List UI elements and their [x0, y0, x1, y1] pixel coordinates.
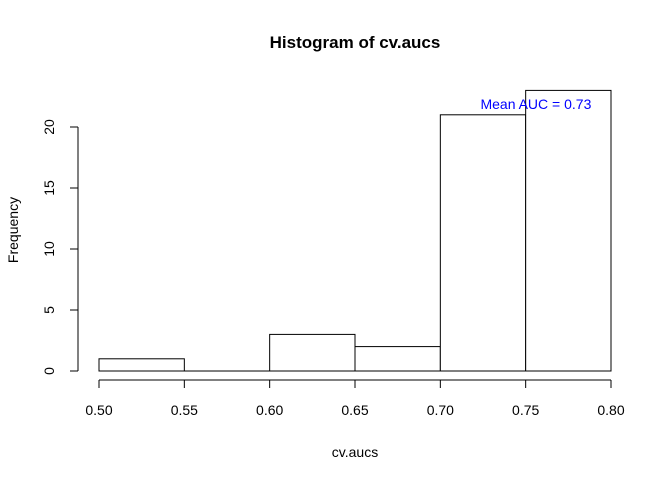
- x-tick-label-4: 0.70: [427, 402, 454, 418]
- x-axis-label: cv.aucs: [332, 444, 378, 460]
- y-tick-label-0: 0: [41, 367, 57, 375]
- y-tick-label-3: 15: [41, 180, 57, 196]
- x-tick-label-1: 0.55: [171, 402, 198, 418]
- y-axis-label: Frequency: [5, 197, 21, 263]
- y-tick-label-1: 5: [41, 306, 57, 314]
- x-tick-label-0: 0.50: [85, 402, 112, 418]
- histogram-bar-3: [354, 346, 441, 372]
- x-tick-label-5: 0.75: [512, 402, 539, 418]
- bars-group: [98, 89, 612, 372]
- histogram-bar-2: [269, 333, 356, 372]
- x-tick-label-6: 0.80: [597, 402, 624, 418]
- y-tick-label-2: 10: [41, 241, 57, 257]
- x-axis: 0.50 0.55 0.60 0.65 0.70 0.75 0.80: [85, 379, 625, 418]
- chart-title: Histogram of cv.aucs: [270, 33, 441, 52]
- x-tick-label-3: 0.65: [341, 402, 368, 418]
- y-tick-label-4: 20: [41, 119, 57, 135]
- y-axis: 0 5 10 15 20: [41, 119, 79, 375]
- x-tick-label-2: 0.60: [256, 402, 283, 418]
- histogram-bar-5: [525, 89, 612, 372]
- mean-auc-annotation: Mean AUC = 0.73: [480, 96, 591, 112]
- histogram-bar-4: [439, 114, 527, 372]
- histogram-bar-0: [98, 358, 185, 372]
